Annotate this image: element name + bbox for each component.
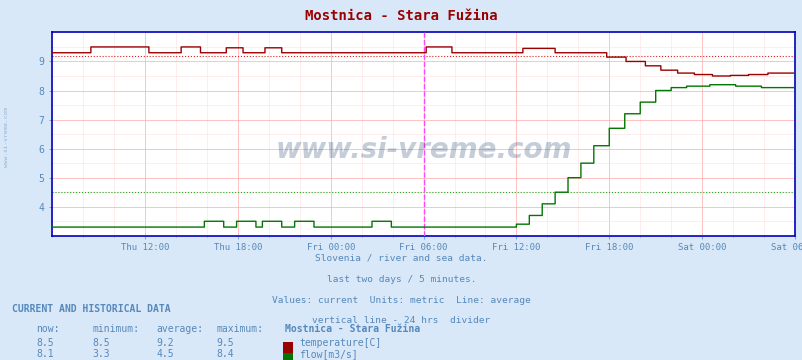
Text: average:: average:	[156, 324, 204, 334]
Text: flow[m3/s]: flow[m3/s]	[299, 349, 358, 359]
Text: 8.5: 8.5	[36, 338, 54, 348]
Text: CURRENT AND HISTORICAL DATA: CURRENT AND HISTORICAL DATA	[12, 304, 171, 314]
Text: minimum:: minimum:	[92, 324, 140, 334]
Text: 9.2: 9.2	[156, 338, 174, 348]
Text: 3.3: 3.3	[92, 349, 110, 359]
Text: 9.5: 9.5	[217, 338, 234, 348]
Text: www.si-vreme.com: www.si-vreme.com	[4, 107, 9, 167]
Text: Values: current  Units: metric  Line: average: Values: current Units: metric Line: aver…	[272, 296, 530, 305]
Text: 8.1: 8.1	[36, 349, 54, 359]
Text: 4.5: 4.5	[156, 349, 174, 359]
Text: temperature[C]: temperature[C]	[299, 338, 381, 348]
Text: 8.4: 8.4	[217, 349, 234, 359]
Text: Mostnica - Stara Fužina: Mostnica - Stara Fužina	[285, 324, 419, 334]
Text: www.si-vreme.com: www.si-vreme.com	[275, 136, 571, 165]
Text: vertical line - 24 hrs  divider: vertical line - 24 hrs divider	[312, 316, 490, 325]
Text: Mostnica - Stara Fužina: Mostnica - Stara Fužina	[305, 9, 497, 23]
Text: now:: now:	[36, 324, 59, 334]
Text: maximum:: maximum:	[217, 324, 264, 334]
Text: 8.5: 8.5	[92, 338, 110, 348]
Text: Slovenia / river and sea data.: Slovenia / river and sea data.	[315, 254, 487, 263]
Text: last two days / 5 minutes.: last two days / 5 minutes.	[326, 275, 476, 284]
